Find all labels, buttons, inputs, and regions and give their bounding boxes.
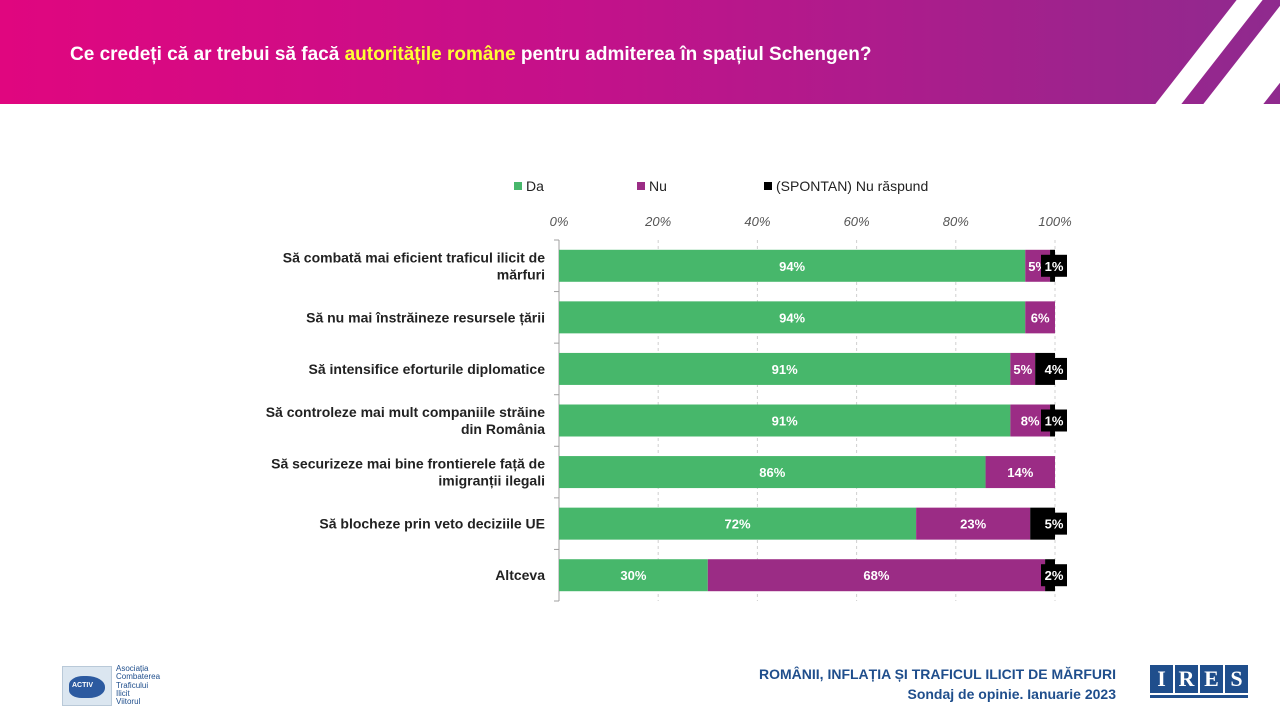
- logo-letter: S: [1225, 665, 1248, 693]
- data-label-box: [1041, 564, 1067, 587]
- data-label-box: [1041, 409, 1067, 432]
- bar-segment-da: [559, 404, 1011, 437]
- logo-letter: E: [1200, 665, 1223, 693]
- data-label: 94%: [779, 310, 805, 325]
- legend-swatch-nr: [764, 182, 772, 190]
- data-label: 2%: [1045, 568, 1064, 583]
- data-label: 14%: [1007, 465, 1033, 480]
- data-label: 94%: [779, 259, 805, 274]
- bar-segment-nu: [1025, 301, 1055, 334]
- logo-line: Combaterea: [116, 672, 161, 682]
- title-part: pentru admiterea în spațiul Schengen?: [515, 44, 872, 65]
- logo-letter: I: [1150, 665, 1173, 693]
- x-tick-label: 100%: [1038, 214, 1071, 229]
- title-highlight: autoritățile române: [344, 44, 516, 65]
- header-banner: Ce credeți că ar trebui să facă autorită…: [0, 0, 1280, 104]
- title-part: Ce credeți că ar trebui să facă: [70, 44, 345, 65]
- bar-segment-da: [559, 559, 708, 592]
- logo-text: Asociația Combaterea Traficului Ilicit V…: [116, 664, 161, 707]
- category-label: Să blocheze prin veto deciziile UE: [319, 516, 545, 532]
- bar-segment-nu: [985, 456, 1055, 489]
- logo-box: ACTIV: [62, 666, 112, 706]
- x-tick-label: 20%: [644, 214, 671, 229]
- legend-item-nr: (SPONTAN) Nu răspund: [764, 178, 928, 194]
- logo-ires: I R E S: [1150, 665, 1248, 693]
- bar-segment-nu: [1010, 352, 1036, 385]
- category-label: din România: [461, 421, 545, 437]
- data-label: 68%: [863, 568, 889, 583]
- data-label-box: [1041, 254, 1067, 277]
- data-label-box: [1041, 357, 1067, 380]
- data-label: 5%: [1013, 362, 1032, 377]
- legend-item-da: Da: [514, 178, 544, 194]
- bar-segment-da: [559, 249, 1026, 282]
- data-label: 1%: [1045, 259, 1064, 274]
- category-label: Să nu mai înstrăineze resursele țării: [306, 309, 545, 325]
- logo-line: Ilicit: [116, 688, 130, 698]
- chart-legend: Da Nu (SPONTAN) Nu răspund: [0, 178, 1280, 198]
- bar-segment-da: [559, 507, 917, 540]
- x-tick-label: 0%: [550, 214, 569, 229]
- category-label: mărfuri: [497, 266, 545, 282]
- logo-line: Viitorul: [116, 697, 141, 707]
- data-label: 5%: [1045, 517, 1064, 532]
- data-label-box: [1041, 512, 1067, 535]
- category-label: Să combată mai eficient traficul ilicit …: [283, 249, 545, 265]
- data-label: 91%: [772, 414, 798, 429]
- logo-line: Asociația: [116, 664, 149, 673]
- x-tick-label: 60%: [844, 214, 870, 229]
- data-label: 86%: [759, 465, 785, 480]
- footer-line-1: ROMÂNII, INFLAȚIA ȘI TRAFICUL ILICIT DE …: [759, 666, 1116, 682]
- bar-segment-da: [559, 301, 1026, 334]
- data-label: 8%: [1021, 414, 1040, 429]
- legend-label-da: Da: [526, 178, 544, 194]
- data-label: 1%: [1045, 414, 1064, 429]
- legend-swatch-da: [514, 182, 522, 190]
- x-tick-label: 80%: [943, 214, 969, 229]
- logo-line: Traficului: [116, 680, 149, 690]
- footer-line-2: Sondaj de opinie. Ianuarie 2023: [907, 686, 1116, 702]
- legend-item-nu: Nu: [637, 178, 667, 194]
- romania-map-icon: [69, 676, 105, 698]
- legend-swatch-nu: [637, 182, 645, 190]
- x-tick-label: 40%: [744, 214, 770, 229]
- data-label: 30%: [620, 568, 646, 583]
- bar-segment-nu: [707, 559, 1046, 592]
- data-label: 72%: [725, 517, 751, 532]
- category-label: imigranții ilegali: [438, 473, 545, 489]
- legend-label-nr: (SPONTAN) Nu răspund: [776, 178, 929, 194]
- page-title: Ce credeți că ar trebui să facă autorită…: [70, 44, 871, 66]
- logo-acttiv: ACTIV Asociația Combaterea Traficului Il…: [62, 664, 174, 707]
- footer-title: ROMÂNII, INFLAȚIA ȘI TRAFICUL ILICIT DE …: [759, 664, 1116, 704]
- logo-letter: R: [1175, 665, 1198, 693]
- data-label: 4%: [1045, 362, 1064, 377]
- logo-badge: ACTIV: [72, 682, 93, 689]
- data-label: 23%: [960, 517, 986, 532]
- category-label: Să controleze mai mult companiile străin…: [266, 404, 546, 420]
- category-label: Să securizeze mai bine frontierele față …: [271, 456, 545, 472]
- legend-label-nu: Nu: [649, 178, 667, 194]
- data-label: 6%: [1031, 310, 1050, 325]
- data-label: 91%: [772, 362, 798, 377]
- logo-ires-underline: [1150, 695, 1248, 698]
- bar-segment-nu: [916, 507, 1031, 540]
- bar-segment-da: [559, 456, 986, 489]
- category-label: Să intensifice eforturile diplomatice: [308, 361, 545, 377]
- bar-segment-da: [559, 352, 1011, 385]
- category-label: Altceva: [495, 567, 545, 583]
